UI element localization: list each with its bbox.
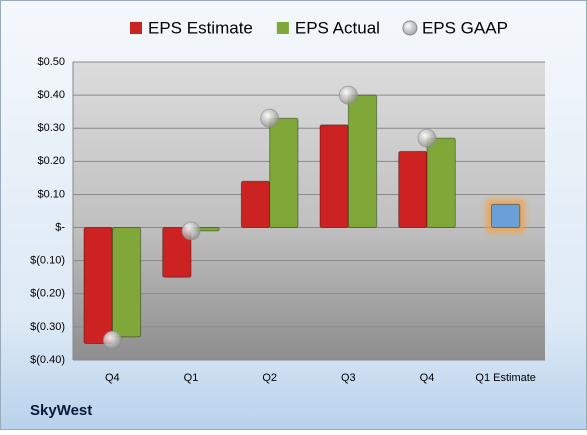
x-tick-label: Q1 <box>184 372 199 384</box>
legend-marker <box>402 20 418 36</box>
gaap-marker <box>102 330 122 350</box>
x-tick-label: Q3 <box>341 372 356 384</box>
legend-text: EPS Estimate <box>148 18 253 37</box>
bar <box>269 117 299 229</box>
footer: SkyWest <box>30 402 92 419</box>
plot-area <box>73 62 545 360</box>
y-tick-label: $(0.30) <box>30 321 65 333</box>
bar <box>398 150 428 229</box>
y-tick-label: $(0.40) <box>30 354 65 366</box>
legend-marker <box>276 22 289 34</box>
bar <box>162 227 192 278</box>
bar <box>111 227 142 338</box>
y-tick-label: $- <box>55 221 65 233</box>
gaap-marker <box>338 85 358 105</box>
legend-text: EPS GAAP <box>422 18 508 37</box>
bar <box>319 124 349 229</box>
bar <box>240 180 271 229</box>
y-tick-label: $(0.20) <box>30 288 65 300</box>
y-tick-label: $0.50 <box>37 56 65 68</box>
y-tick-label: $0.10 <box>37 188 65 200</box>
gaap-marker <box>181 221 201 241</box>
bar <box>83 227 113 344</box>
bar <box>347 94 378 229</box>
x-tick-label: Q4 <box>105 372 120 384</box>
gaap-marker <box>417 128 437 148</box>
y-tick-label: $0.40 <box>37 89 65 101</box>
bar <box>426 137 456 229</box>
y-tick-label: $0.30 <box>37 122 65 134</box>
gaap-marker <box>260 108 280 128</box>
y-tick-label: $0.20 <box>37 155 65 167</box>
x-tick-label: Q4 <box>420 372 435 384</box>
x-tick-label: Q2 <box>262 372 277 384</box>
x-tick-label: Q1 Estimate <box>475 372 536 384</box>
legend-marker <box>130 22 142 34</box>
legend-text: EPS Actual <box>295 18 380 37</box>
bar <box>491 203 521 229</box>
y-tick-label: $(0.10) <box>30 255 65 267</box>
